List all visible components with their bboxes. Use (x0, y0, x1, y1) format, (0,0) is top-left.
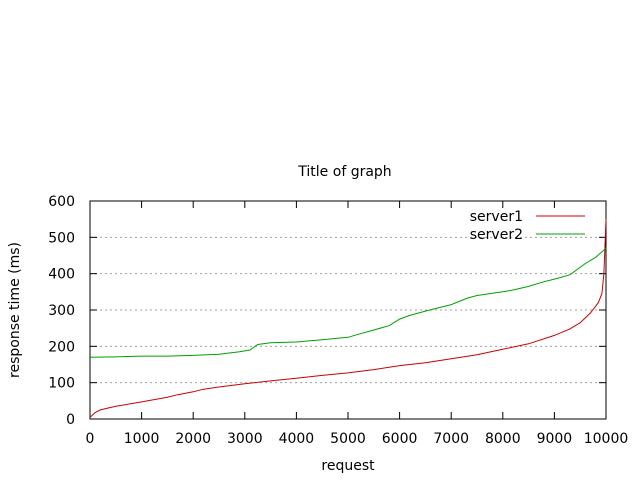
series-line-server1 (89, 219, 607, 418)
y-tick-label: 500 (48, 230, 75, 246)
x-tick-label: 2000 (175, 431, 211, 447)
series-line-server2 (89, 247, 607, 358)
plot-border (89, 200, 607, 420)
grid (90, 236, 606, 384)
x-tick-label: 9000 (537, 431, 573, 447)
series-lines (89, 219, 607, 418)
y-tick-label: 0 (66, 412, 75, 428)
y-axis-label: response time (ms) (7, 242, 23, 378)
x-tick-label: 4000 (279, 431, 315, 447)
x-tick-label: 5000 (330, 431, 366, 447)
chart-title: Title of graph (297, 164, 391, 180)
x-axis-label: request (321, 458, 375, 474)
y-tick-label: 100 (48, 376, 75, 392)
x-tick-label: 1000 (124, 431, 160, 447)
y-tick-label: 400 (48, 267, 75, 283)
x-tick-label: 0 (86, 431, 95, 447)
legend: server1 server2 (470, 209, 585, 243)
x-tick-label: 3000 (227, 431, 263, 447)
y-tick-label: 200 (48, 339, 75, 355)
y-tick-label: 600 (48, 194, 75, 210)
legend-label-server1: server1 (470, 209, 523, 225)
x-tick-label: 7000 (433, 431, 469, 447)
x-tick-label: 8000 (485, 431, 521, 447)
x-tick-label: 10000 (584, 431, 629, 447)
x-tick-label: 6000 (382, 431, 418, 447)
legend-label-server2: server2 (470, 227, 523, 243)
y-tick-label: 300 (48, 303, 75, 319)
